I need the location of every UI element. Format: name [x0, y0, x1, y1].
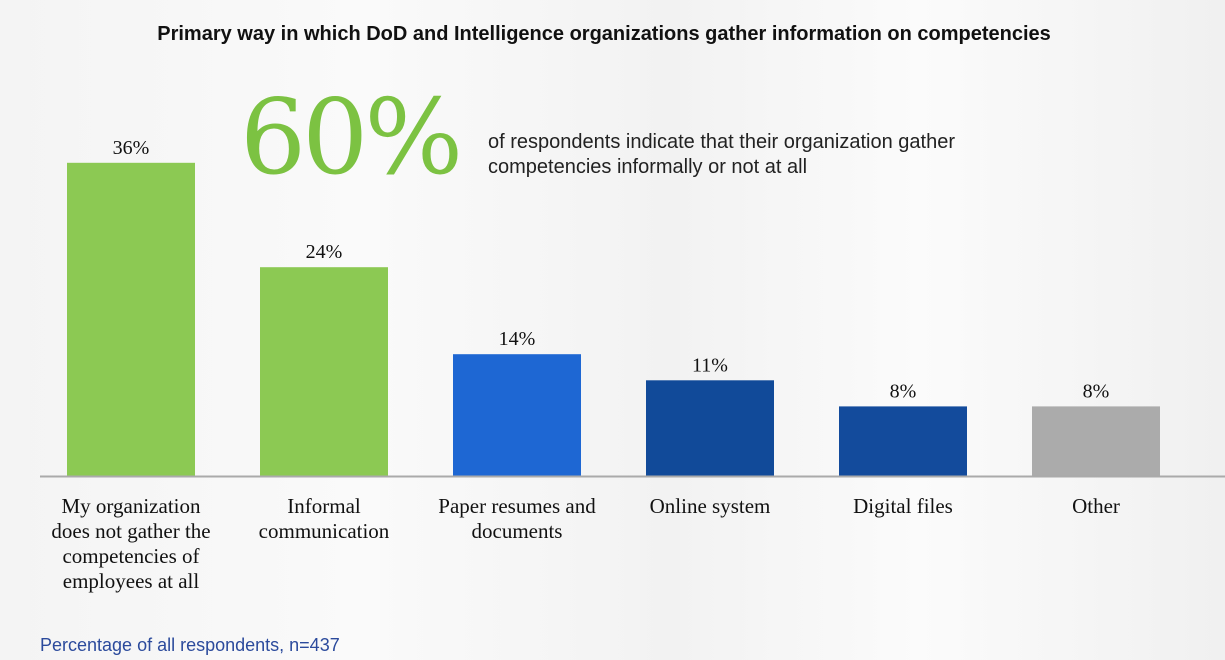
category-label: Informal communication	[259, 494, 390, 543]
bar-2	[260, 267, 388, 476]
bar-3	[453, 354, 581, 476]
callout-text-line-2: competencies informally or not at all	[488, 156, 807, 178]
category-label: Other	[1072, 494, 1120, 518]
category-label: Digital files	[853, 494, 953, 518]
footnote: Percentage of all respondents, n=437	[40, 635, 340, 655]
data-label: 36%	[113, 137, 150, 159]
category-label: My organization does not gather the compet…	[51, 494, 210, 593]
category-label: Paper resumes and documents	[438, 494, 596, 543]
data-label: 11%	[692, 354, 728, 376]
callout-big-number: 60%	[240, 76, 459, 198]
data-label: 8%	[1083, 380, 1110, 402]
bar-1	[67, 162, 195, 477]
bar-6	[1032, 406, 1160, 476]
data-label: 8%	[890, 380, 917, 402]
data-label: 14%	[499, 328, 536, 350]
bar-5	[839, 406, 967, 476]
callout-text-line-1: of respondents indicate that their organ…	[488, 131, 955, 153]
data-label: 24%	[306, 241, 343, 263]
chart-title: Primary way in which DoD and Intelligenc…	[157, 23, 1051, 45]
bar-4	[646, 380, 774, 476]
category-label: Online system	[650, 494, 771, 518]
